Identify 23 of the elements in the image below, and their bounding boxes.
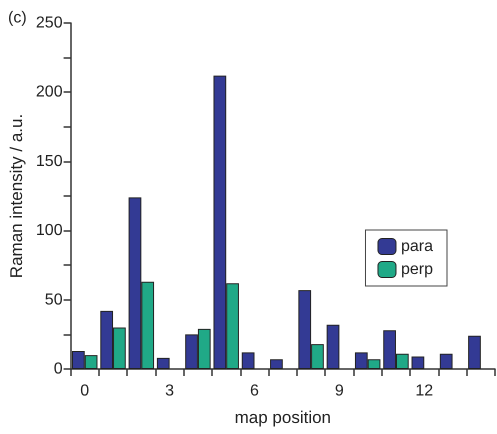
x-tick-label: 9 bbox=[334, 382, 344, 400]
y-tick-label: 0 bbox=[54, 360, 63, 378]
legend-label: perp bbox=[400, 261, 434, 278]
y-tick-label: 200 bbox=[36, 84, 63, 101]
y-tick-label: 250 bbox=[36, 14, 63, 32]
bar bbox=[440, 354, 453, 369]
x-tick-label: 3 bbox=[165, 382, 174, 400]
bar bbox=[242, 352, 255, 369]
x-tick-label: 0 bbox=[80, 382, 90, 400]
x-axis-title: map position bbox=[234, 408, 331, 427]
bar bbox=[468, 336, 481, 369]
bar bbox=[412, 356, 424, 369]
text: (c) bbox=[8, 10, 27, 26]
legend-label: para bbox=[400, 238, 434, 255]
y-axis-title: Raman intensity / a.u. bbox=[7, 114, 26, 278]
y-tick-label: 50 bbox=[44, 291, 63, 308]
y-tick-label: 150 bbox=[36, 152, 63, 170]
x-tick-label: 6 bbox=[250, 382, 260, 400]
bar bbox=[270, 359, 283, 369]
y-tick-label: 100 bbox=[36, 222, 63, 240]
x-tick-label: 12 bbox=[415, 382, 434, 400]
bar bbox=[326, 324, 340, 369]
bar bbox=[156, 358, 170, 369]
